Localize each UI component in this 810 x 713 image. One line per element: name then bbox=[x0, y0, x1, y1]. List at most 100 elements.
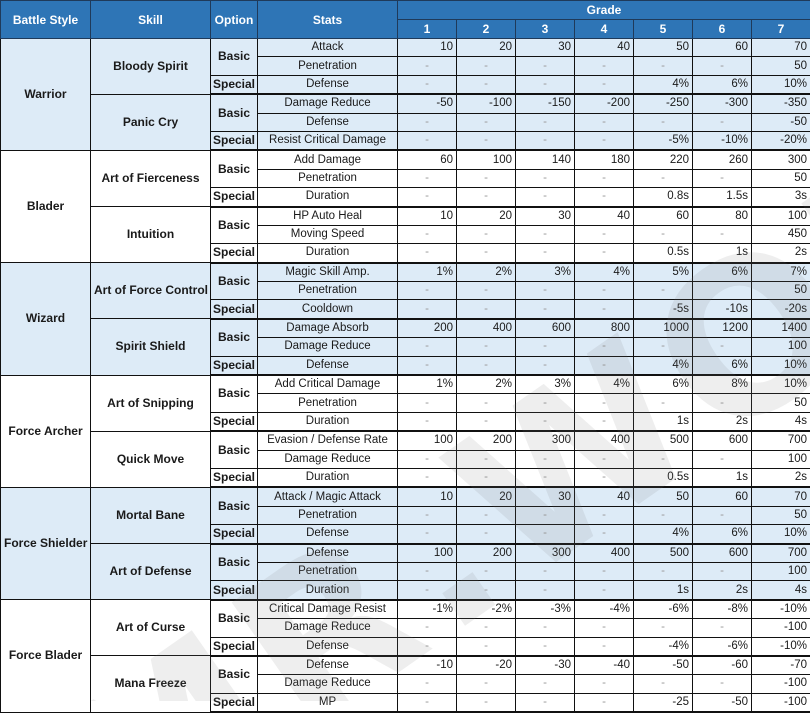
grade-value-cell: - bbox=[575, 356, 634, 375]
grade-value-cell: - bbox=[398, 356, 457, 375]
grade-value-cell: - bbox=[398, 394, 457, 412]
grade-value-cell: - bbox=[634, 57, 693, 75]
grade-value-cell: 1s bbox=[693, 244, 752, 263]
grade-value-cell: 7% bbox=[752, 263, 810, 282]
grade-value-cell: 200 bbox=[398, 319, 457, 338]
grade-value-cell: - bbox=[398, 113, 457, 131]
stat-cell: Defense bbox=[258, 113, 398, 131]
option-cell: Basic bbox=[211, 375, 258, 412]
grade-value-cell: - bbox=[398, 131, 457, 150]
grade-value-cell: - bbox=[457, 581, 516, 600]
grade-value-cell: - bbox=[575, 338, 634, 356]
option-cell: Special bbox=[211, 468, 258, 487]
grade-value-cell: 10 bbox=[398, 487, 457, 506]
grade-value-cell: -2% bbox=[457, 600, 516, 619]
header-option: Option bbox=[211, 1, 258, 39]
grade-value-cell: - bbox=[693, 506, 752, 524]
grade-value-cell: - bbox=[516, 75, 575, 94]
grade-value-cell: 60 bbox=[693, 487, 752, 506]
grade-value-cell: -60 bbox=[693, 656, 752, 675]
skill-cell: Mortal Bane bbox=[91, 487, 211, 543]
stat-cell: Penetration bbox=[258, 394, 398, 412]
stat-cell: Penetration bbox=[258, 506, 398, 524]
stat-cell: Defense bbox=[258, 525, 398, 544]
stat-cell: Critical Damage Resist bbox=[258, 600, 398, 619]
grade-value-cell: 6% bbox=[693, 263, 752, 282]
stat-cell: Attack / Magic Attack bbox=[258, 487, 398, 506]
grade-value-cell: 10% bbox=[752, 375, 810, 394]
battle-style-cell: Force Blader bbox=[1, 600, 91, 712]
grade-value-cell: - bbox=[457, 525, 516, 544]
grade-value-cell: 100 bbox=[752, 450, 810, 468]
stat-cell: Defense bbox=[258, 544, 398, 563]
grade-value-cell: - bbox=[575, 225, 634, 243]
grade-value-cell: - bbox=[398, 169, 457, 187]
grade-value-cell: 200 bbox=[457, 431, 516, 450]
stat-cell: Moving Speed bbox=[258, 225, 398, 243]
grade-value-cell: 600 bbox=[693, 544, 752, 563]
grade-value-cell: -50 bbox=[752, 113, 810, 131]
grade-value-cell: -100 bbox=[752, 619, 810, 637]
grade-value-cell: - bbox=[398, 675, 457, 693]
grade-value-cell: 50 bbox=[752, 394, 810, 412]
grade-value-cell: -20 bbox=[457, 656, 516, 675]
grade-value-cell: - bbox=[457, 675, 516, 693]
grade-value-cell: -8% bbox=[693, 600, 752, 619]
stat-cell: Magic Skill Amp. bbox=[258, 263, 398, 282]
grade-value-cell: - bbox=[575, 412, 634, 431]
grade-value-cell: - bbox=[457, 131, 516, 150]
header-grade-1: 1 bbox=[398, 20, 457, 39]
grade-value-cell: - bbox=[634, 675, 693, 693]
grade-value-cell: - bbox=[398, 525, 457, 544]
stat-cell: Defense bbox=[258, 75, 398, 94]
header-grade-4: 4 bbox=[575, 20, 634, 39]
grade-value-cell: - bbox=[575, 300, 634, 319]
grade-value-cell: 200 bbox=[457, 544, 516, 563]
grade-value-cell: -10s bbox=[693, 300, 752, 319]
battle-style-cell: Blader bbox=[1, 150, 91, 262]
stat-cell: Cooldown bbox=[258, 300, 398, 319]
header-grade-6: 6 bbox=[693, 20, 752, 39]
grade-value-cell: 400 bbox=[575, 544, 634, 563]
grade-value-cell: 100 bbox=[457, 150, 516, 169]
grade-value-cell: 10% bbox=[752, 75, 810, 94]
grade-value-cell: 100 bbox=[752, 207, 810, 226]
grade-value-cell: - bbox=[457, 637, 516, 656]
grade-value-cell: - bbox=[634, 338, 693, 356]
grade-value-cell: - bbox=[575, 468, 634, 487]
grade-value-cell: 1200 bbox=[693, 319, 752, 338]
grade-value-cell: 10% bbox=[752, 525, 810, 544]
grade-value-cell: -50 bbox=[398, 94, 457, 113]
grade-value-cell: 1000 bbox=[634, 319, 693, 338]
skill-cell: Bloody Spirit bbox=[91, 39, 211, 95]
grade-value-cell: 0.8s bbox=[634, 188, 693, 207]
grade-value-cell: 300 bbox=[516, 431, 575, 450]
grade-value-cell: - bbox=[516, 562, 575, 580]
battle-style-cell: Wizard bbox=[1, 263, 91, 375]
grade-value-cell: 300 bbox=[752, 150, 810, 169]
grade-value-cell bbox=[693, 282, 752, 300]
option-cell: Basic bbox=[211, 94, 258, 131]
grade-value-cell: - bbox=[398, 300, 457, 319]
header-stats: Stats bbox=[258, 1, 398, 39]
header-battle-style: Battle Style bbox=[1, 1, 91, 39]
grade-value-cell: -5s bbox=[634, 300, 693, 319]
battle-style-cell: Warrior bbox=[1, 39, 91, 151]
option-cell: Special bbox=[211, 356, 258, 375]
option-cell: Special bbox=[211, 693, 258, 712]
grade-value-cell: -4% bbox=[575, 600, 634, 619]
grade-value-cell: 10 bbox=[398, 39, 457, 57]
grade-value-cell: - bbox=[575, 244, 634, 263]
grade-value-cell: - bbox=[398, 57, 457, 75]
grade-value-cell: 60 bbox=[693, 39, 752, 57]
stat-cell: Add Damage bbox=[258, 150, 398, 169]
option-cell: Basic bbox=[211, 39, 258, 76]
grade-value-cell: - bbox=[575, 525, 634, 544]
grade-value-cell: - bbox=[457, 169, 516, 187]
skill-cell: Quick Move bbox=[91, 431, 211, 487]
option-cell: Special bbox=[211, 75, 258, 94]
